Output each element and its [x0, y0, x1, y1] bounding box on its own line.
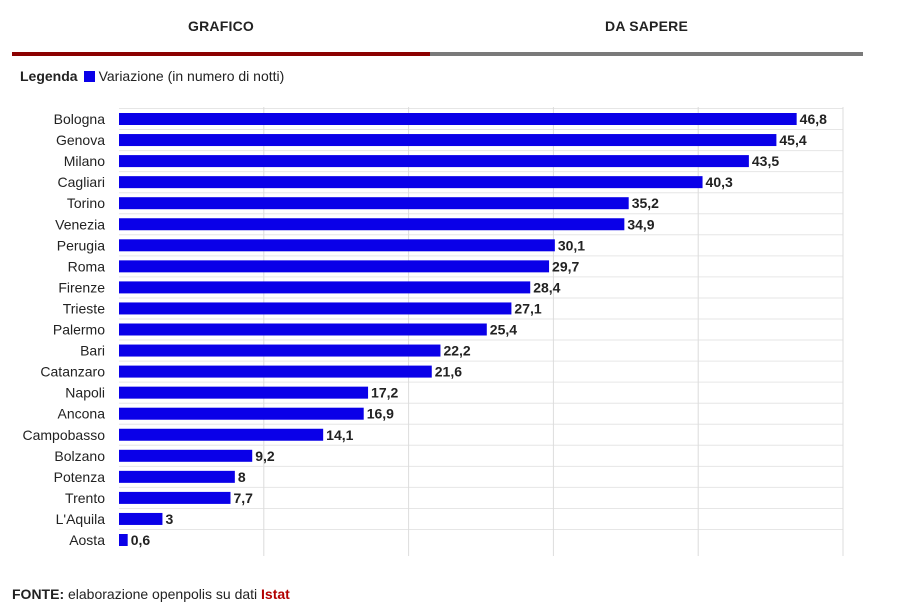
bar[interactable] — [119, 386, 369, 399]
category-label: Napoli — [65, 385, 105, 401]
category-label: Firenze — [58, 279, 105, 295]
tab-bar: GRAFICO DA SAPERE — [12, 0, 863, 56]
value-label: 28,4 — [533, 279, 560, 295]
footer-text: elaborazione openpolis su dati — [68, 586, 258, 602]
value-label: 7,7 — [233, 490, 253, 506]
bar[interactable] — [119, 113, 797, 125]
value-label: 34,9 — [627, 216, 654, 232]
source-link[interactable]: Istat — [261, 586, 290, 602]
legend: Legenda Variazione (in numero di notti) — [20, 62, 284, 84]
category-label: Roma — [68, 258, 106, 274]
bar[interactable] — [119, 449, 253, 462]
value-label: 0,6 — [131, 532, 151, 548]
value-label: 17,2 — [371, 385, 398, 401]
category-label: Campobasso — [23, 427, 106, 443]
bar[interactable] — [119, 134, 777, 147]
value-label: 16,9 — [367, 406, 394, 422]
category-label: Potenza — [54, 469, 106, 485]
legend-swatch — [83, 70, 95, 82]
footer-label: FONTE: — [12, 586, 65, 602]
category-label: Bari — [80, 343, 105, 359]
bar[interactable] — [119, 344, 441, 357]
value-label: 22,2 — [443, 343, 470, 359]
category-label: Bolzano — [54, 448, 105, 464]
bar[interactable] — [119, 407, 364, 420]
bar[interactable] — [119, 155, 749, 168]
value-label: 46,8 — [800, 111, 827, 127]
bar[interactable] — [119, 302, 512, 315]
value-label: 25,4 — [490, 322, 517, 338]
category-label: Venezia — [55, 216, 105, 232]
category-label: Ancona — [58, 406, 106, 422]
category-label: Cagliari — [58, 174, 105, 190]
value-label: 14,1 — [326, 427, 353, 443]
value-label: 43,5 — [752, 153, 779, 169]
bar[interactable] — [119, 260, 550, 273]
bar[interactable] — [119, 491, 231, 504]
legend-title: Legenda — [20, 68, 78, 84]
bar[interactable] — [119, 428, 324, 441]
bar[interactable] — [119, 512, 163, 525]
value-label: 9,2 — [255, 448, 275, 464]
category-label: Bologna — [54, 111, 106, 127]
bar-chart: Bologna 46,8 Genova 45,4 Milano 43,5 Cagliari 4… — [23, 107, 844, 556]
value-label: 35,2 — [632, 195, 659, 211]
value-label: 40,3 — [706, 174, 733, 190]
legend-label: Variazione (in numero di notti) — [98, 68, 285, 84]
value-label: 29,7 — [552, 258, 579, 274]
bar[interactable] — [119, 470, 235, 483]
value-label: 8 — [238, 469, 246, 485]
source-footer: FONTE: elaborazione openpolis su dati Is… — [12, 586, 290, 602]
bar[interactable] — [119, 534, 128, 546]
category-label: L'Aquila — [56, 511, 106, 527]
tab-da-sapere[interactable]: DA SAPERE — [430, 0, 863, 56]
category-label: Trieste — [63, 300, 105, 316]
bar[interactable] — [119, 176, 703, 189]
bar[interactable] — [119, 197, 629, 210]
value-label: 21,6 — [435, 364, 462, 380]
category-label: Perugia — [57, 237, 105, 253]
category-label: Trento — [65, 490, 105, 506]
category-label: Milano — [64, 153, 105, 169]
category-label: Genova — [56, 132, 105, 148]
value-label: 27,1 — [514, 300, 541, 316]
category-label: Palermo — [53, 322, 105, 338]
value-label: 45,4 — [779, 132, 806, 148]
category-label: Catanzaro — [40, 364, 105, 380]
category-label: Torino — [67, 195, 105, 211]
bar[interactable] — [119, 323, 487, 336]
value-label: 3 — [165, 511, 173, 527]
bar[interactable] — [119, 281, 531, 294]
bar[interactable] — [119, 365, 432, 378]
value-label: 30,1 — [558, 237, 585, 253]
bar[interactable] — [119, 239, 555, 252]
category-label: Aosta — [69, 532, 105, 548]
bar[interactable] — [119, 218, 625, 231]
tab-grafico[interactable]: GRAFICO — [12, 0, 430, 56]
